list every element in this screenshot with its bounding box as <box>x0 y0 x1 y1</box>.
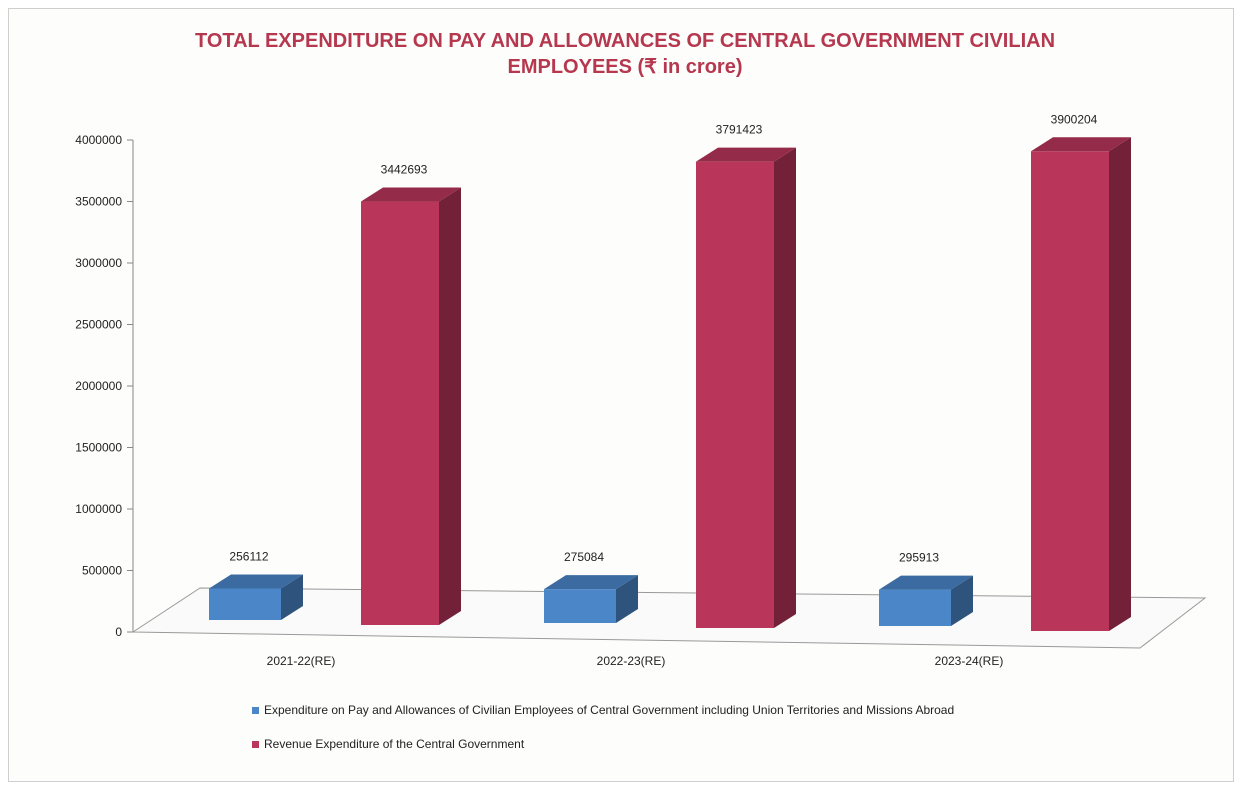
x-axis-categories: 2021-22(RE) 2022-23(RE) 2023-24(RE) <box>267 654 1004 668</box>
y-tick-label: 2500000 <box>75 318 122 332</box>
data-label: 275084 <box>564 550 604 564</box>
legend-label-revenue-expenditure: Revenue Expenditure of the Central Gover… <box>264 737 525 751</box>
chart-title-line-2: EMPLOYEES (₹ in crore) <box>507 56 743 78</box>
legend: Expenditure on Pay and Allowances of Civ… <box>252 700 954 768</box>
y-tick-label: 500000 <box>82 564 122 578</box>
bar-side <box>439 187 461 625</box>
x-category-label: 2022-23(RE) <box>597 654 666 668</box>
legend-item-revenue-expenditure: Revenue Expenditure of the Central Gover… <box>252 734 954 754</box>
bar <box>1031 151 1109 631</box>
bar-side <box>1109 137 1131 631</box>
y-tick-label: 0 <box>115 625 122 639</box>
legend-swatch-revenue-expenditure <box>252 740 259 748</box>
bar-top <box>1031 137 1131 152</box>
bar <box>544 589 616 623</box>
bar-top <box>879 575 973 590</box>
bar-top <box>544 575 638 590</box>
data-label: 3900204 <box>1051 112 1098 126</box>
data-label: 3791423 <box>716 123 763 137</box>
data-labels: 256112 3442693 275084 3791423 295913 3900204 <box>229 112 1097 564</box>
bar <box>361 201 439 625</box>
bar-top <box>361 187 461 202</box>
chart-title-line-1: TOTAL EXPENDITURE ON PAY AND ALLOWANCES … <box>194 30 1056 52</box>
bars <box>209 137 1131 631</box>
bar <box>879 589 951 626</box>
y-tick-label: 1000000 <box>75 502 122 516</box>
legend-swatch-pay-allowances <box>252 706 259 714</box>
bar-top <box>209 574 303 589</box>
legend-item-pay-allowances: Expenditure on Pay and Allowances of Civ… <box>252 700 954 720</box>
y-tick-label: 3000000 <box>75 256 122 270</box>
bar <box>696 161 774 628</box>
y-tick-label: 2000000 <box>75 379 122 393</box>
bar-top <box>696 147 796 162</box>
data-label: 295913 <box>899 551 939 565</box>
bar-side <box>774 147 796 628</box>
legend-label-pay-allowances: Expenditure on Pay and Allowances of Civ… <box>264 703 955 717</box>
bar-side <box>281 574 303 620</box>
y-tick-label: 1500000 <box>75 441 122 455</box>
y-tick-label: 4000000 <box>75 133 122 147</box>
bar <box>209 588 281 620</box>
y-tick-label: 3500000 <box>75 195 122 209</box>
data-label: 3442693 <box>381 163 428 177</box>
chart-title: TOTAL EXPENDITURE ON PAY AND ALLOWANCES … <box>100 28 1150 80</box>
x-category-label: 2021-22(RE) <box>267 654 336 668</box>
y-axis-ticks: 0 500000 1000000 1500000 2000000 2500000 30000… <box>75 133 133 639</box>
chart-frame <box>8 8 1234 782</box>
bar-side <box>951 575 973 626</box>
bar-side <box>616 575 638 623</box>
x-category-label: 2023-24(RE) <box>935 654 1004 668</box>
data-label: 256112 <box>229 549 268 563</box>
